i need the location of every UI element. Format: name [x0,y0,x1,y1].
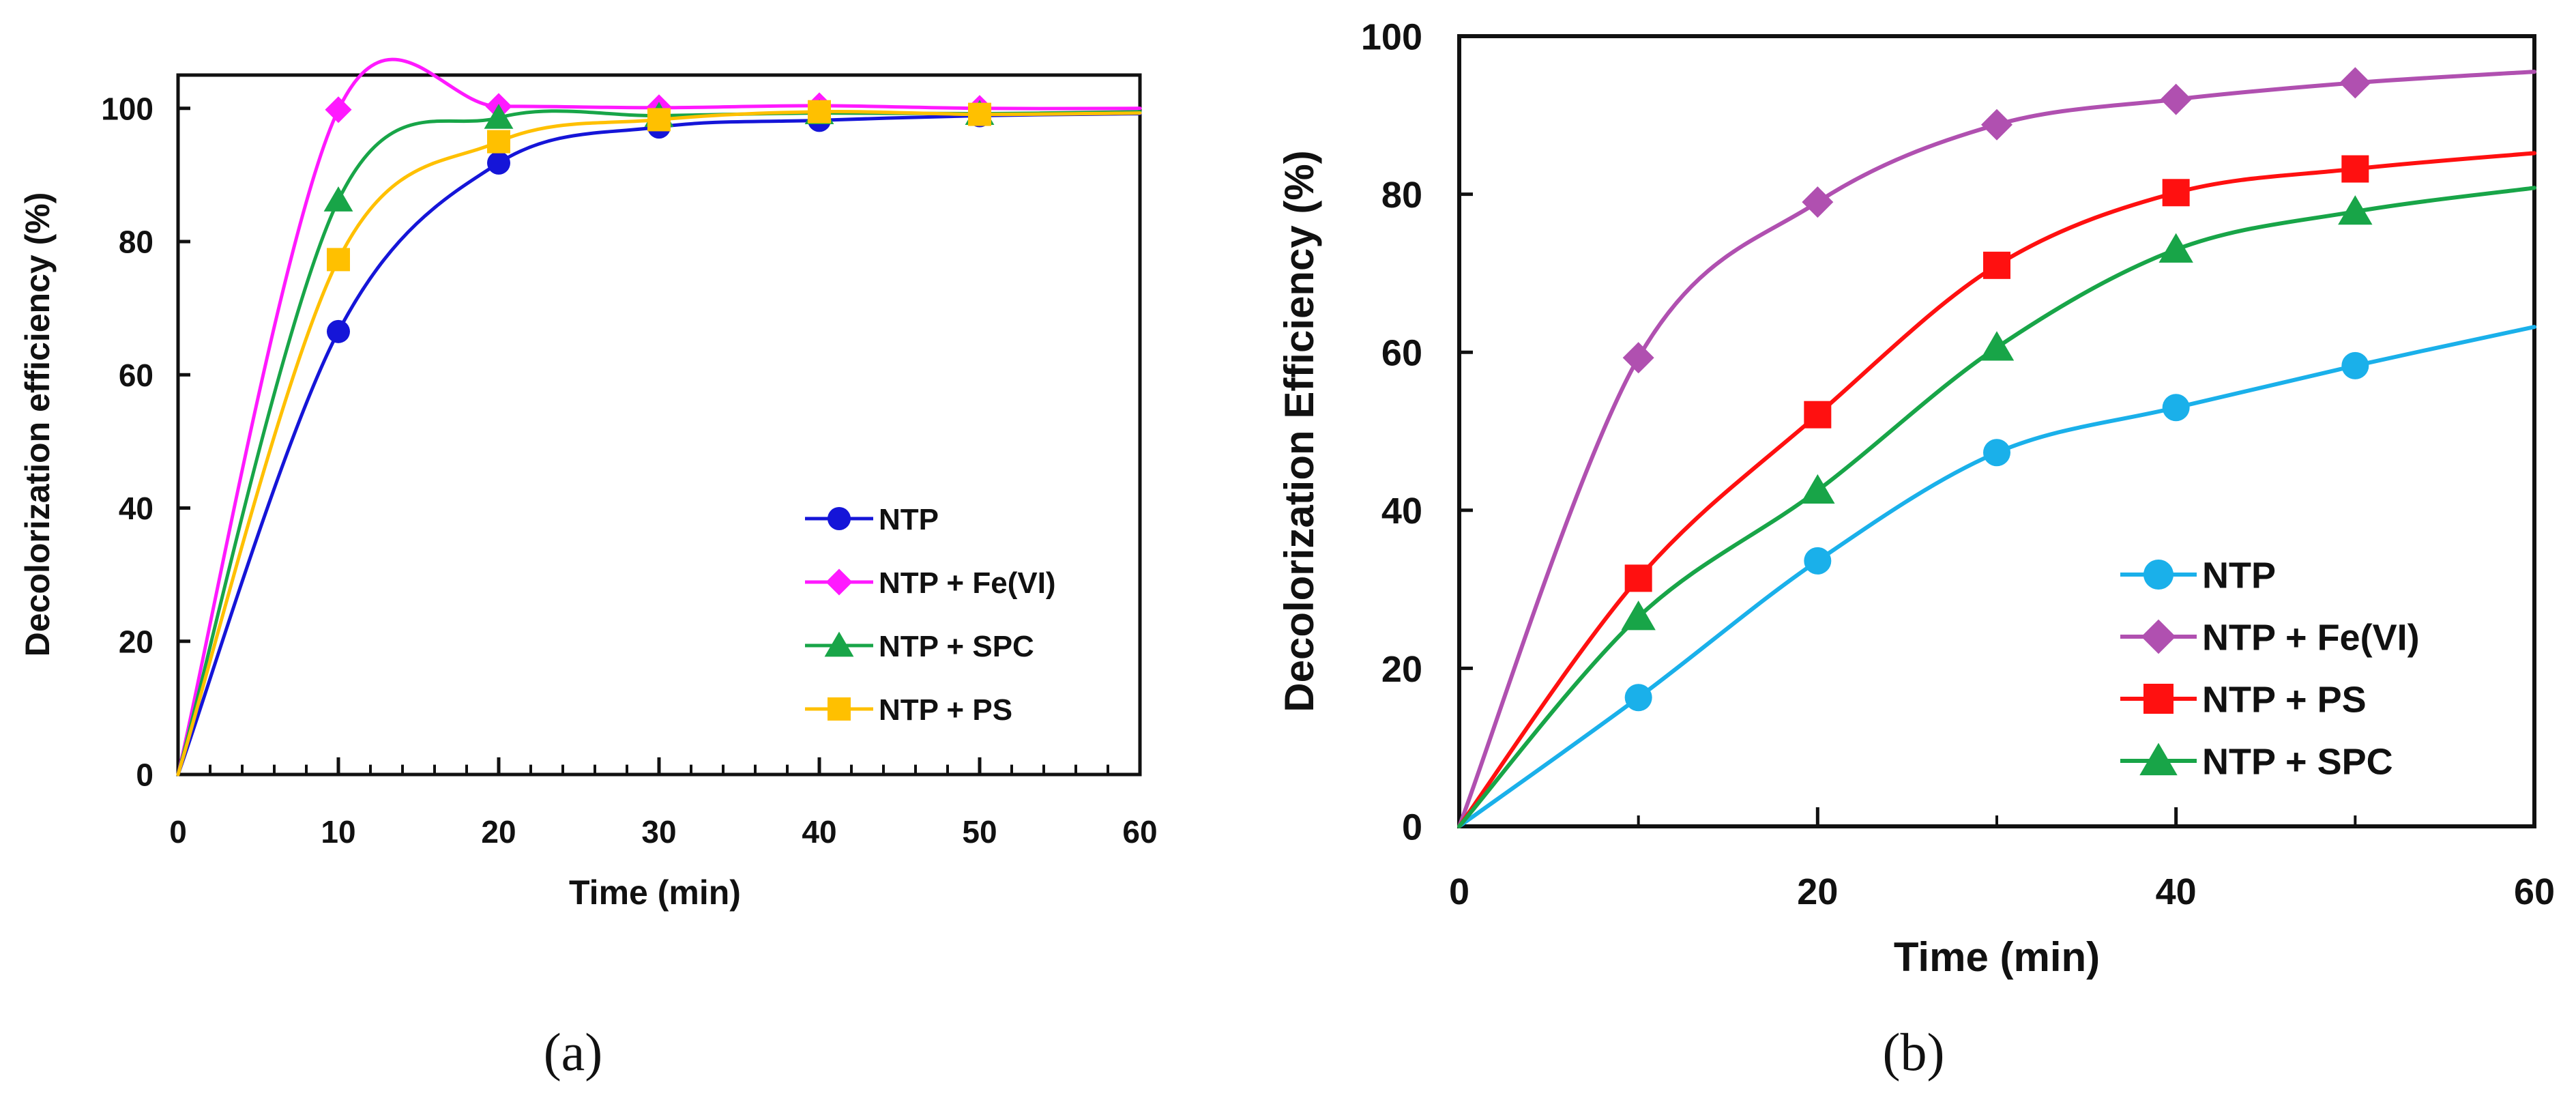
panel-a-data-point [487,130,510,154]
panel-a-y-tick-label: 40 [119,491,153,526]
panel-a-x-tick-label: 30 [641,814,676,850]
legend-label: NTP + Fe(VI) [2202,617,2420,658]
panel-b-data-point [2338,195,2373,225]
panel-b-y-tick-label: 80 [1381,175,1422,216]
panel-b-legend: NTP NTP + Fe(VI) NTP + PS NTP + SPC [2120,555,2420,782]
panel-b-data-point [2341,155,2369,183]
panel-b-y-tick-label: 100 [1361,16,1422,57]
panel-a-x-tick-label: 10 [321,814,355,850]
legend-label: NTP + PS [879,693,1012,727]
panel-b-label: (b) [1883,1022,1945,1082]
legend-swatch-marker [824,631,854,657]
panel-a-x-tick-label: 40 [802,814,836,850]
panel-b-data-point [2158,233,2193,263]
panel-a-data-point [484,104,514,129]
panel-b-y-tick-label: 0 [1402,807,1422,848]
panel-b-y-axis-title: Decolorization Efficiency (%) [1276,150,1322,712]
panel-b-x-tick-label: 60 [2514,871,2555,912]
legend-label: NTP + SPC [2202,741,2393,782]
panel-b-data-point [1622,342,1654,374]
panel-a-x-tick-label: 0 [169,814,187,850]
legend-swatch-marker [2143,560,2174,590]
panel-b-data-point [2162,394,2190,422]
panel-a-x-tick-label: 60 [1122,814,1157,850]
panel-a-series-line-circle [176,112,1142,777]
panel-b-data-point [2339,67,2371,99]
panel-a-label: (a) [544,1022,603,1082]
panel-a-y-tick-label: 80 [119,225,153,260]
panel-a-y-axis-title: Decolorization efficiency (%) [18,192,57,657]
legend-swatch-marker [825,568,853,596]
legend-label: NTP + SPC [879,630,1034,663]
panel-b-data-point [1983,251,2010,279]
panel-b-data-point [1804,401,1832,429]
panel-a-x-axis-title: Time (min) [569,873,741,912]
panel-b-y-tick-label: 20 [1381,649,1422,690]
panel-b-data-point [1802,186,1834,218]
panel-a-data-point [808,100,831,124]
panel-a-series-line-square [176,109,1142,777]
panel-a-data-point [327,319,350,343]
legend-swatch-marker [2143,684,2174,714]
panel-a-series-line-diamond [176,57,1142,777]
panel-b-data-point [1624,684,1652,712]
panel-a-data-point [968,102,991,126]
panel-b-data-point [1979,331,2015,361]
legend-label: NTP [879,503,939,536]
panel-a-y-tick-label: 60 [119,358,153,393]
panel-b-x-axis-title: Time (min) [1894,934,2100,980]
panel-b-data-point [1800,474,1835,504]
panel-b-data-point [2160,83,2192,115]
panel-b-x-tick-label: 20 [1797,871,1838,912]
panel-a-data-point [487,151,510,175]
legend-swatch-marker [828,507,851,530]
panel-a-x-tick-label: 20 [481,814,516,850]
panel-a-legend: NTP NTP + Fe(VI) NTP + SPC NTP + PS [805,503,1056,727]
panel-b-data-point [1621,600,1656,631]
panel-b-chart: 0 20 40 60 0 20 40 60 80 100 Time (min) Decolori… [1276,16,2555,1082]
panel-b-data-point [1983,439,2010,467]
panel-a-data-point [327,248,350,272]
legend-label: NTP + Fe(VI) [879,566,1056,600]
legend-swatch-marker [828,697,851,721]
legend-swatch-marker [2139,742,2178,776]
panel-a-y-tick-label: 100 [101,91,153,126]
panel-a-y-tick-label: 20 [119,624,153,659]
panel-b-data-point [2162,179,2190,207]
panel-a-data-point [323,186,353,212]
panel-a-data-point [325,96,352,124]
panel-a-data-point [647,108,671,132]
panel-b-data-point [2341,351,2369,379]
panel-b-x-tick-label: 40 [2156,871,2197,912]
panel-b-y-tick-label: 40 [1381,491,1422,532]
panel-a-chart: 0 10 20 30 40 50 60 0 20 40 60 80 100 Time (min) De… [18,57,1158,1082]
panel-b-y-tick-label: 60 [1381,333,1422,374]
legend-label: NTP + PS [2202,679,2367,720]
legend-swatch-marker [2141,619,2176,654]
panel-b-x-tick-label: 0 [1449,871,1469,912]
panel-a-x-tick-label: 50 [962,814,997,850]
panel-b-data-point [1804,547,1832,575]
panel-b-data-point [1624,564,1652,592]
legend-label: NTP [2202,555,2276,596]
panel-a-y-tick-label: 0 [136,757,153,793]
panel-b-data-point [1981,108,2012,141]
